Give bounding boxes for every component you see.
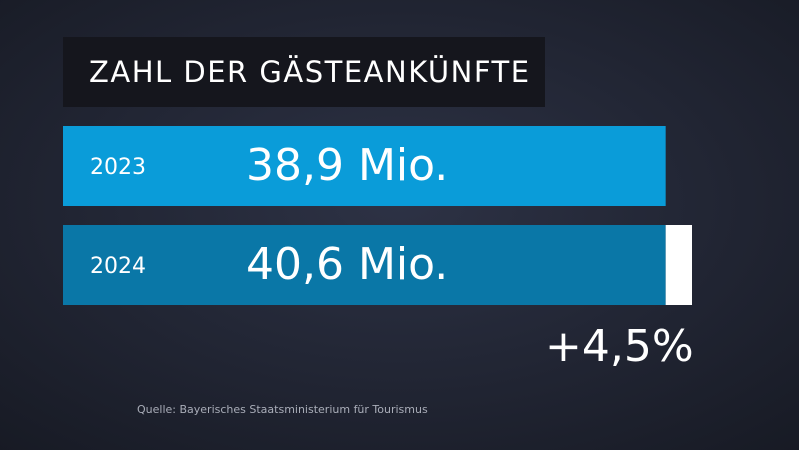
bar-increase (665, 225, 692, 305)
source: Quelle: Bayerisches Staatsministerium fü… (137, 403, 428, 416)
category-label: 2023 (90, 155, 146, 180)
bar (63, 225, 666, 305)
value-label: 40,6 Mio. (246, 239, 448, 290)
title-box (63, 37, 545, 107)
value-label: 38,9 Mio. (246, 140, 448, 191)
annotation: +4,5% (545, 321, 694, 372)
category-label: 2024 (90, 254, 146, 279)
chart-title: ZAHL DER GÄSTEANKÜNFTE (89, 55, 531, 89)
bar (63, 126, 666, 206)
